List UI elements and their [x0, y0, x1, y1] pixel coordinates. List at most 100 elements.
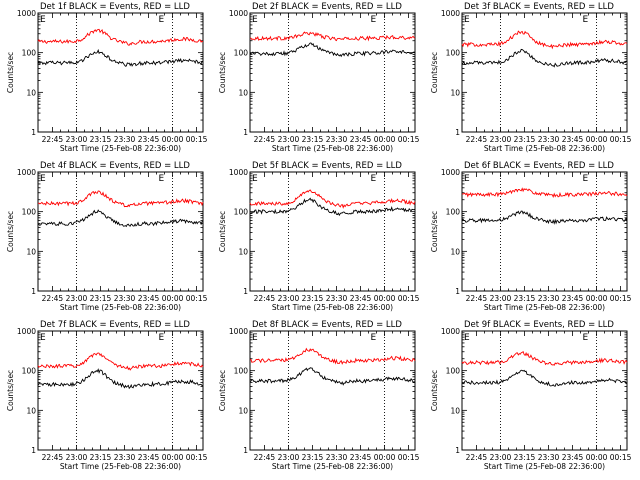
x-tick-label: 00:15 — [186, 135, 208, 144]
panel-det-6: Det 6f BLACK = Events, RED = LLD 1 10 100 10… — [430, 161, 632, 312]
corner-mark: E — [464, 15, 470, 25]
y-tick-label: 100 — [234, 208, 249, 217]
panel-det-5: Det 5f BLACK = Events, RED = LLD 1 10 100 10… — [218, 161, 420, 312]
y-tick-label: 100 — [234, 367, 249, 376]
x-tick-label: 23:45 — [562, 294, 584, 303]
corner-mark: E — [40, 15, 46, 25]
x-tick-label: 00:15 — [186, 294, 208, 303]
x-axis-label: Start Time (25-Feb-08 22:36:00) — [60, 462, 181, 471]
corner-mark: E — [371, 333, 377, 343]
y-tick-label: 10 — [238, 88, 248, 97]
x-tick-label: 00:15 — [610, 135, 632, 144]
y-tick-label: 100 — [22, 208, 37, 217]
y-tick-label: 10 — [238, 247, 248, 256]
panel-title: Det 5f BLACK = Events, RED = LLD — [252, 161, 402, 171]
events-series-line — [37, 368, 204, 390]
y-tick-label: 1 — [31, 446, 36, 455]
x-tick-label: 23:00 — [66, 294, 88, 303]
x-tick-label: 22:45 — [42, 294, 64, 303]
x-tick-label: 00:15 — [398, 294, 420, 303]
x-tick-label: 00:15 — [398, 135, 420, 144]
lld-series-line — [37, 352, 204, 371]
y-tick-label: 1 — [243, 287, 248, 296]
plot-frame — [37, 171, 204, 292]
x-tick-label: 23:45 — [138, 135, 160, 144]
y-tick-label: 1 — [31, 128, 36, 137]
y-tick-label: 1000 — [441, 9, 460, 18]
y-axis-label: Counts/sec — [218, 370, 227, 411]
corner-mark: E — [159, 174, 165, 184]
corner-mark: E — [252, 15, 258, 25]
corner-mark: E — [159, 15, 165, 25]
events-series-line — [461, 210, 628, 225]
x-tick-label: 23:15 — [514, 294, 536, 303]
x-tick-label: 23:45 — [138, 453, 160, 462]
events-series-line — [37, 48, 204, 67]
y-tick-label: 10 — [26, 406, 36, 415]
y-tick-label: 1000 — [229, 168, 248, 177]
x-tick-label: 23:30 — [326, 294, 348, 303]
lld-series-line — [249, 31, 416, 42]
y-tick-label: 1000 — [17, 327, 36, 336]
x-tick-label: 23:30 — [114, 453, 136, 462]
y-tick-label: 100 — [446, 49, 461, 58]
y-tick-label: 1 — [455, 128, 460, 137]
y-axis-label: Counts/sec — [6, 370, 15, 411]
x-tick-label: 23:30 — [538, 294, 560, 303]
corner-mark: E — [583, 174, 589, 184]
panel-title: Det 8f BLACK = Events, RED = LLD — [252, 320, 402, 330]
lld-series-line — [461, 187, 628, 199]
x-tick-label: 23:15 — [302, 453, 324, 462]
lld-series-line — [37, 190, 204, 208]
x-tick-label: 23:15 — [90, 294, 112, 303]
x-tick-label: 00:00 — [162, 294, 184, 303]
x-axis-label: Start Time (25-Feb-08 22:36:00) — [272, 144, 393, 153]
x-tick-label: 22:45 — [254, 294, 276, 303]
panel-det-4: Det 4f BLACK = Events, RED = LLD 1 10 100 10… — [6, 161, 208, 312]
y-tick-label: 1000 — [17, 168, 36, 177]
x-tick-label: 23:30 — [326, 135, 348, 144]
y-tick-label: 100 — [22, 367, 37, 376]
x-tick-label: 00:15 — [398, 453, 420, 462]
events-series-line — [249, 197, 416, 217]
x-tick-label: 23:45 — [350, 135, 372, 144]
x-axis-label: Start Time (25-Feb-08 22:36:00) — [484, 144, 605, 153]
x-tick-label: 23:00 — [278, 294, 300, 303]
x-axis-label: Start Time (25-Feb-08 22:36:00) — [60, 303, 181, 312]
x-tick-label: 22:45 — [42, 135, 64, 144]
x-axis-label: Start Time (25-Feb-08 22:36:00) — [484, 462, 605, 471]
x-axis-label: Start Time (25-Feb-08 22:36:00) — [60, 144, 181, 153]
panel-det-9: Det 9f BLACK = Events, RED = LLD 1 10 100 10… — [430, 320, 632, 471]
panel-det-1: Det 1f BLACK = Events, RED = LLD 1 10 100 10… — [6, 2, 208, 153]
corner-mark: E — [583, 333, 589, 343]
x-tick-label: 23:00 — [278, 135, 300, 144]
panel-det-3: Det 3f BLACK = Events, RED = LLD 1 10 100 10… — [430, 2, 632, 153]
x-axis-label: Start Time (25-Feb-08 22:36:00) — [484, 303, 605, 312]
corner-mark: E — [159, 333, 165, 343]
x-tick-label: 23:45 — [562, 453, 584, 462]
x-tick-label: 00:15 — [610, 294, 632, 303]
y-tick-label: 1 — [455, 446, 460, 455]
x-tick-label: 22:45 — [254, 135, 276, 144]
x-tick-label: 23:15 — [90, 453, 112, 462]
x-tick-label: 23:15 — [302, 294, 324, 303]
y-tick-label: 1000 — [441, 327, 460, 336]
y-tick-label: 10 — [450, 406, 460, 415]
x-tick-label: 22:45 — [254, 453, 276, 462]
plot-frame — [461, 12, 628, 133]
x-tick-label: 22:45 — [466, 135, 488, 144]
x-tick-label: 23:00 — [490, 294, 512, 303]
plot-frame — [249, 171, 416, 292]
y-tick-label: 1 — [243, 446, 248, 455]
x-tick-label: 22:45 — [42, 453, 64, 462]
panel-title: Det 6f BLACK = Events, RED = LLD — [464, 161, 614, 171]
panel-title: Det 3f BLACK = Events, RED = LLD — [464, 2, 614, 12]
x-tick-label: 00:00 — [586, 135, 608, 144]
y-tick-label: 1 — [243, 128, 248, 137]
x-tick-label: 23:00 — [66, 135, 88, 144]
x-tick-label: 00:00 — [586, 453, 608, 462]
corner-mark: E — [464, 333, 470, 343]
panel-det-7: Det 7f BLACK = Events, RED = LLD 1 10 100 10… — [6, 320, 208, 471]
x-tick-label: 23:45 — [350, 453, 372, 462]
x-tick-label: 23:00 — [278, 453, 300, 462]
